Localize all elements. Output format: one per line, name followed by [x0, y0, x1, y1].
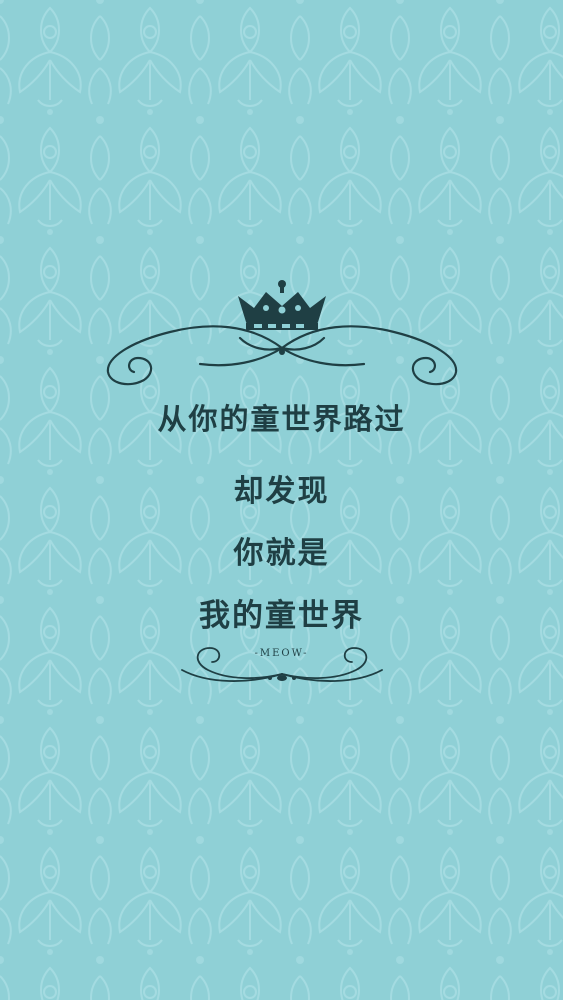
bottom-scroll-flourish: [181, 647, 383, 682]
poem-line-1: 从你的童世界路过: [157, 402, 406, 436]
poem-line-3: 你就是: [233, 536, 330, 571]
crown-icon: [238, 280, 326, 330]
top-scroll-flourish: [106, 325, 458, 386]
poem-line-4: 我的童世界: [199, 598, 364, 634]
poem-line-2: 却发现: [233, 474, 330, 509]
meow-signature: -MEOW-: [254, 648, 309, 659]
